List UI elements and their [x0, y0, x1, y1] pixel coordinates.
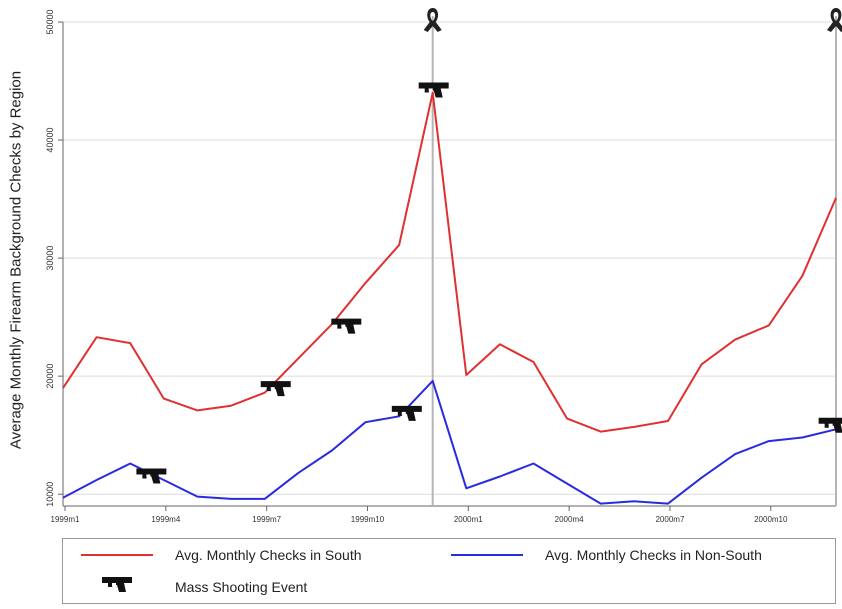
memorial-ribbon-icon — [827, 8, 842, 32]
series-line-nonsouth — [62, 379, 837, 505]
legend-item-event: Mass Shooting Event — [81, 575, 307, 599]
pistol-icon — [136, 468, 167, 484]
x-tick-label: 1999m7 — [252, 515, 281, 524]
legend-swatch-south — [81, 554, 153, 556]
y-axis-title: Average Monthly Firearm Background Check… — [7, 70, 25, 450]
legend-label-event: Mass Shooting Event — [175, 579, 308, 595]
pistol-icon — [260, 381, 291, 397]
x-tick-label: 1999m4 — [151, 515, 180, 524]
legend-label-south: Avg. Monthly Checks in South — [175, 547, 362, 563]
y-tick-label: 50000 — [45, 9, 55, 34]
x-tick-label: 1999m10 — [351, 515, 385, 524]
x-tick-label: 1999m1 — [51, 515, 80, 524]
plot-area: 10000 20000 30000 40000 50000 1999m1 1999m4 199… — [45, 8, 842, 524]
y-tick-label: 40000 — [45, 128, 55, 153]
x-tick-label: 2000m1 — [454, 515, 483, 524]
legend-swatch-nonsouth — [451, 554, 523, 556]
y-tick-label: 30000 — [45, 246, 55, 271]
legend-label-nonsouth: Avg. Monthly Checks in Non-South — [545, 547, 762, 563]
pistol-icon — [81, 575, 153, 599]
legend-item-nonsouth: Avg. Monthly Checks in Non-South — [451, 547, 762, 563]
x-tick-label: 2000m10 — [754, 515, 788, 524]
legend: Avg. Monthly Checks in South Avg. Monthl… — [62, 538, 836, 604]
line-chart: 10000 20000 30000 40000 50000 1999m1 1999m4 199… — [45, 8, 842, 524]
pistol-icon — [391, 405, 422, 421]
legend-item-south: Avg. Monthly Checks in South — [81, 547, 362, 563]
y-tick-label: 10000 — [45, 482, 55, 507]
y-tick-label: 20000 — [45, 364, 55, 389]
series-line-south — [62, 91, 837, 433]
x-tick-label: 2000m7 — [655, 515, 684, 524]
pistol-icon — [331, 318, 362, 334]
x-tick-label: 2000m4 — [555, 515, 584, 524]
